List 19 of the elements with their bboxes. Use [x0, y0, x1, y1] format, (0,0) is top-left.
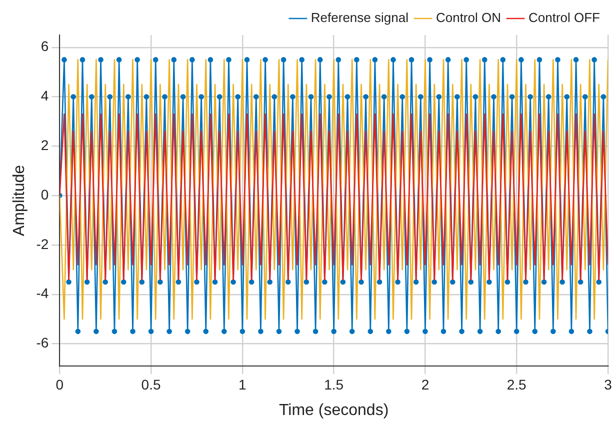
legend-label: Control ON [436, 10, 501, 26]
y-axis-title: Amplitude [11, 164, 28, 236]
x-tick-label: 1 [238, 376, 247, 392]
x-tick-label: 2.5 [506, 376, 527, 392]
y-tick-label: -2 [36, 236, 49, 252]
x-tick-label: 2 [421, 376, 430, 392]
x-tick-label: 0.5 [141, 376, 161, 392]
x-tick-label: 0 [56, 376, 64, 392]
y-tick-label: -6 [36, 334, 49, 351]
y-tick-label: 2 [40, 137, 49, 154]
y-tick-label: 6 [40, 38, 49, 54]
x-tick-label: 1.5 [324, 376, 344, 392]
y-tick-label: 4 [40, 88, 49, 104]
x-tick-label: 3 [604, 376, 612, 392]
y-tick-label: 0 [40, 186, 49, 202]
x-axis-title: Time (seconds) [278, 402, 389, 419]
legend-label: Referense signal [310, 10, 409, 26]
y-tick-label: -4 [36, 285, 49, 302]
legend-label: Control OFF [528, 10, 600, 26]
